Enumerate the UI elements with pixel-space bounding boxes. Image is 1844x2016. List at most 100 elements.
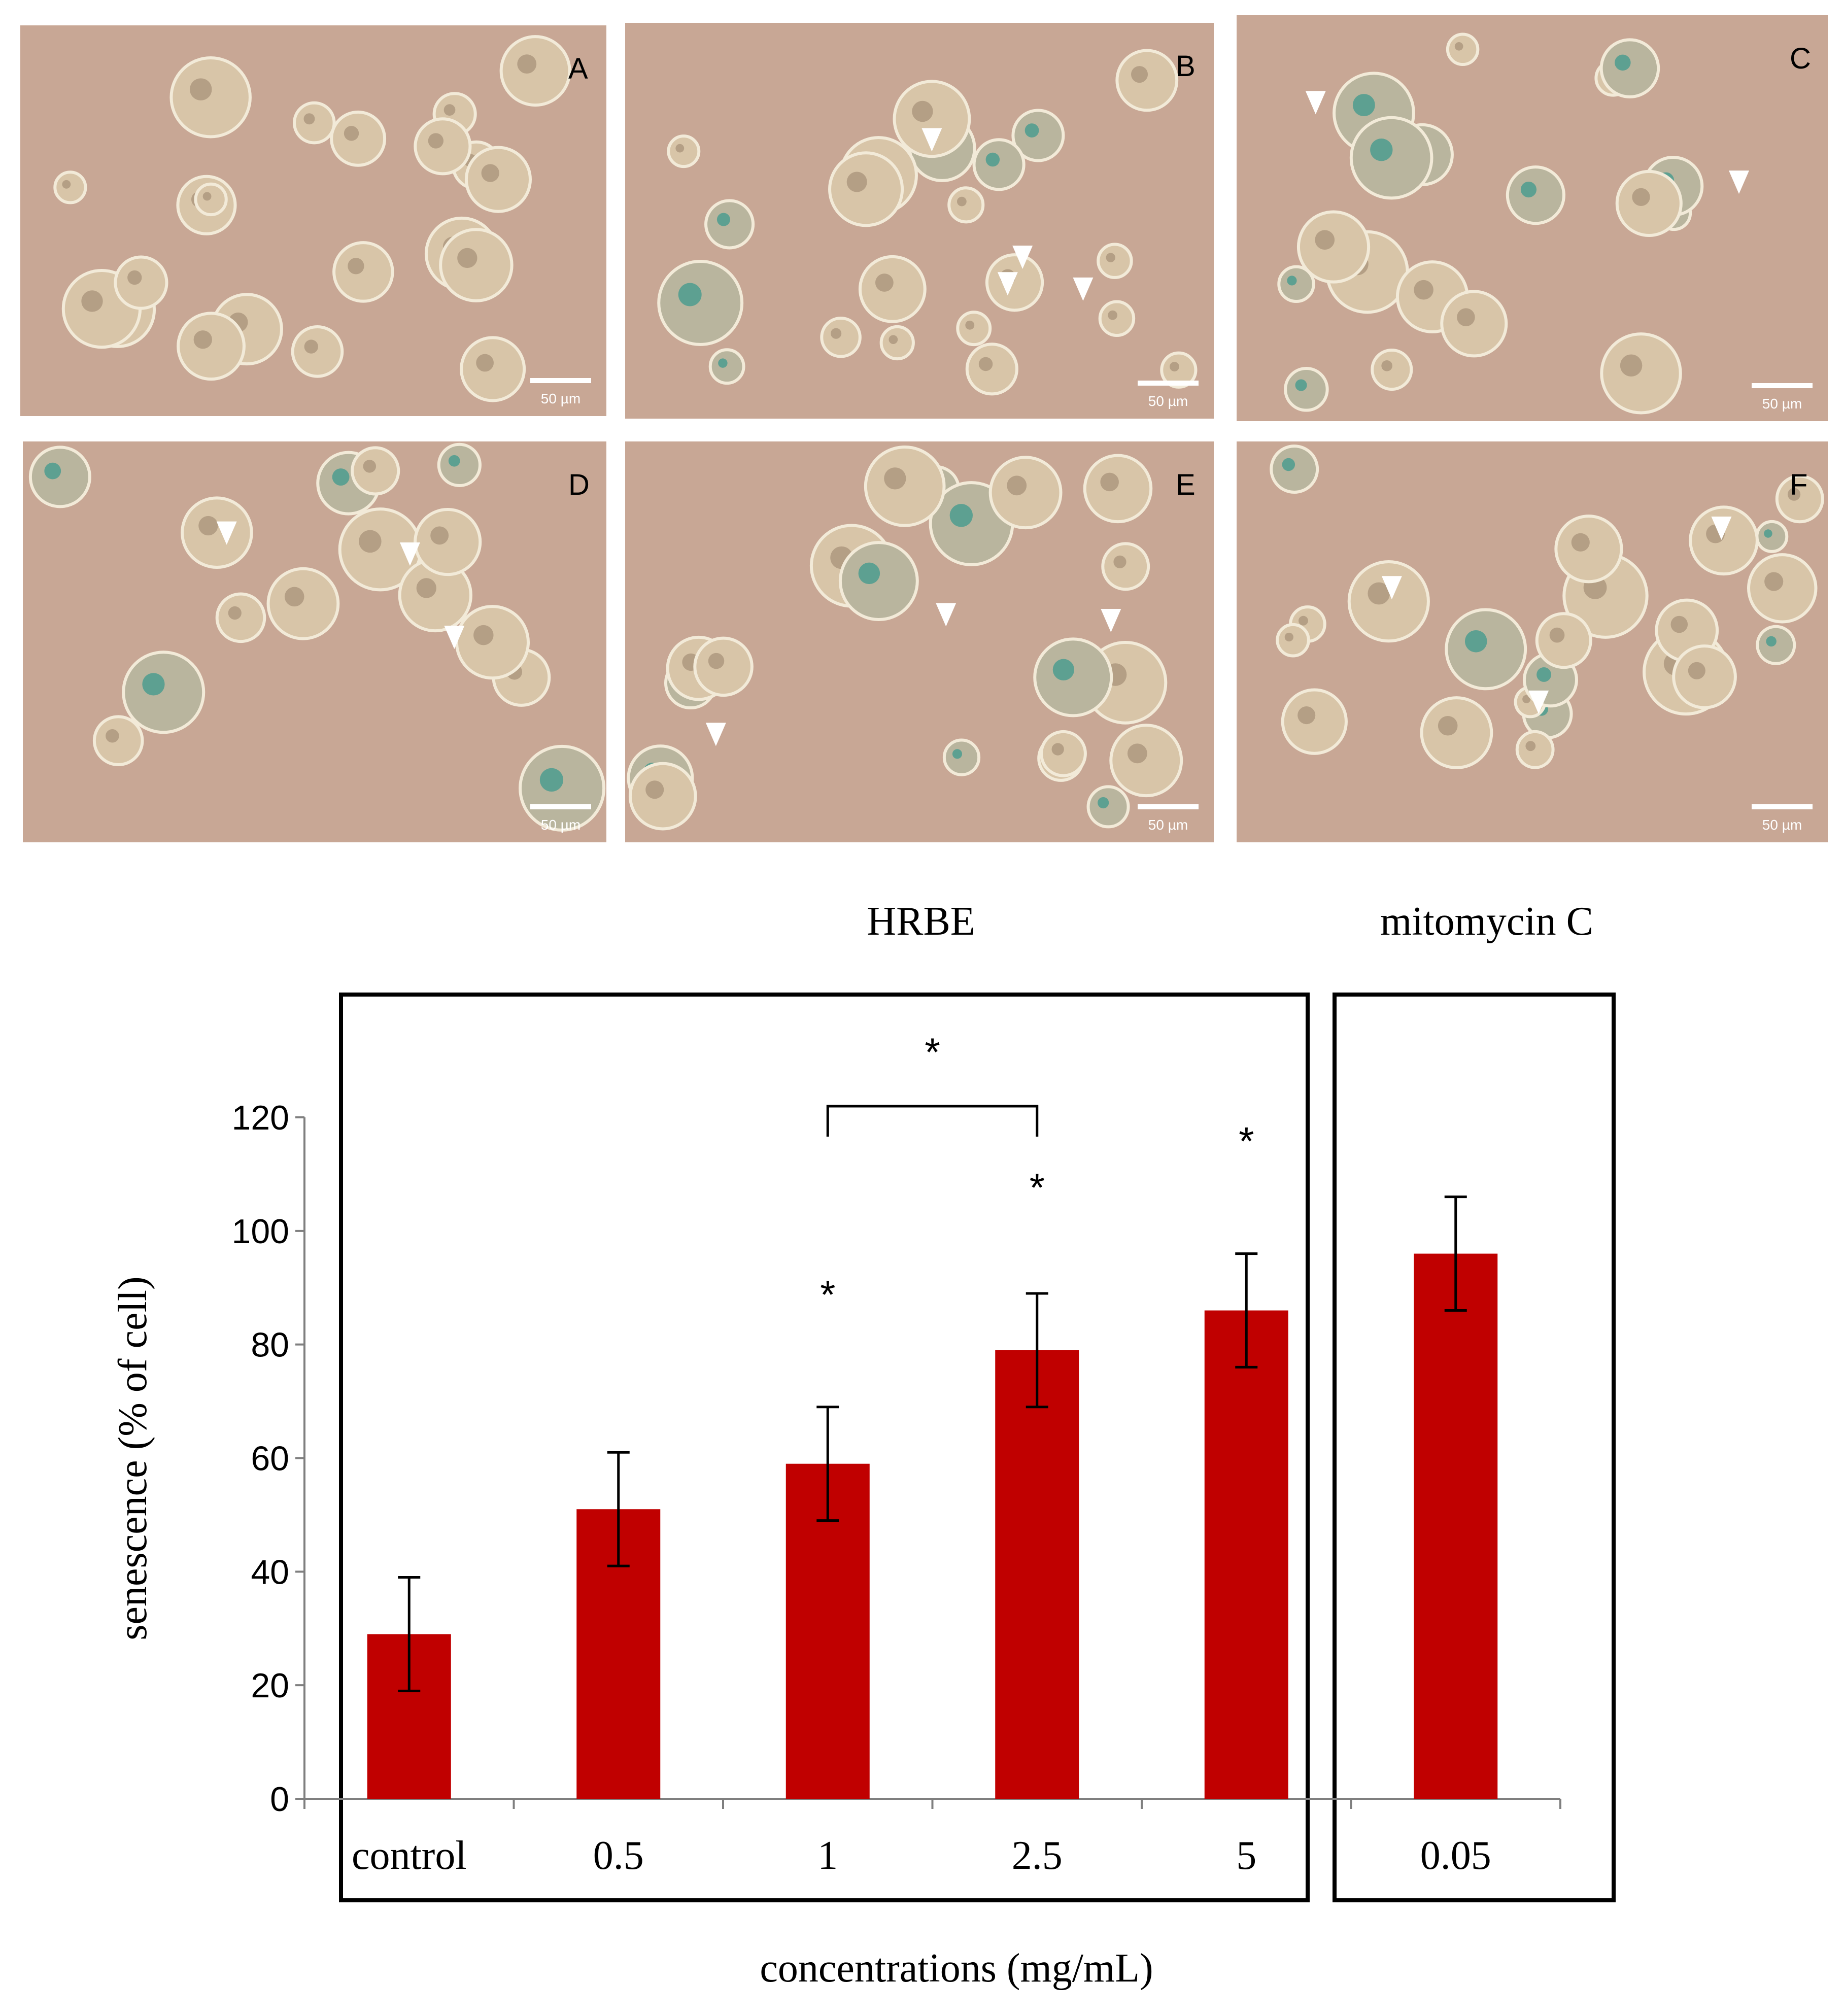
cell-nucleus bbox=[202, 192, 212, 201]
cell bbox=[293, 101, 336, 145]
cell-nucleus bbox=[106, 729, 119, 743]
cell-nucleus bbox=[481, 164, 499, 182]
cell-nucleus bbox=[127, 270, 142, 285]
cell-nucleus bbox=[1298, 616, 1308, 626]
arrowhead-marker bbox=[921, 128, 942, 152]
scale-bar bbox=[1752, 804, 1813, 809]
panel-letter: D bbox=[568, 468, 590, 501]
cell-nucleus bbox=[1688, 662, 1705, 679]
cell bbox=[332, 241, 394, 303]
x-tick-label: 0.05 bbox=[1420, 1833, 1491, 1878]
cell bbox=[181, 496, 253, 569]
cell-nucleus bbox=[1536, 667, 1551, 682]
arrowhead-marker bbox=[444, 626, 465, 650]
cell bbox=[708, 348, 745, 385]
cell-nucleus bbox=[1381, 360, 1392, 371]
x-tick-label: control bbox=[352, 1833, 467, 1878]
cell bbox=[1689, 505, 1759, 576]
cell-nucleus bbox=[1287, 276, 1297, 286]
cell bbox=[628, 762, 697, 831]
cell-nucleus bbox=[1025, 123, 1039, 138]
panel-b: B 50 µm bbox=[625, 23, 1214, 419]
cell bbox=[667, 134, 701, 168]
cell bbox=[194, 182, 228, 217]
significance-bracket bbox=[826, 1105, 1039, 1137]
cell bbox=[1755, 520, 1789, 553]
scale-bar-label: 50 µm bbox=[1148, 393, 1188, 409]
hrbe-group-box bbox=[339, 993, 1310, 1902]
cell-nucleus bbox=[228, 606, 242, 620]
cell-nucleus bbox=[363, 460, 377, 473]
cell bbox=[1098, 300, 1136, 337]
cell bbox=[414, 117, 472, 176]
cell bbox=[1554, 515, 1623, 584]
significance-star: * bbox=[1030, 1165, 1045, 1210]
cell-nucleus bbox=[303, 113, 315, 125]
cell-nucleus bbox=[912, 100, 933, 122]
cell bbox=[864, 445, 946, 527]
bar bbox=[995, 1350, 1079, 1799]
arrowhead-marker bbox=[705, 723, 726, 746]
cell-nucleus bbox=[193, 330, 212, 349]
cell bbox=[460, 336, 526, 402]
bar bbox=[1414, 1253, 1498, 1799]
cell bbox=[1109, 724, 1183, 798]
cell-nucleus bbox=[949, 504, 973, 527]
cell-nucleus bbox=[1522, 695, 1531, 703]
cell-nucleus bbox=[1549, 627, 1565, 643]
cell bbox=[693, 636, 754, 697]
scale-bar bbox=[1138, 381, 1199, 386]
cell-nucleus bbox=[1131, 66, 1148, 83]
bracket-star: * bbox=[925, 1030, 940, 1074]
x-tick-label: 1 bbox=[817, 1833, 838, 1878]
scale-bar bbox=[1138, 804, 1199, 809]
cell-nucleus bbox=[1007, 475, 1027, 496]
cell bbox=[1515, 730, 1555, 769]
cell-nucleus bbox=[62, 180, 71, 189]
y-tick-label: 20 bbox=[251, 1666, 289, 1705]
cell bbox=[266, 567, 340, 640]
cell-nucleus bbox=[1615, 54, 1631, 71]
cell bbox=[122, 651, 206, 734]
cell bbox=[464, 146, 532, 213]
cell bbox=[455, 605, 530, 680]
mitomycin-group-label: mitomycin C bbox=[1380, 899, 1593, 944]
cell bbox=[1672, 644, 1737, 709]
cell-nucleus bbox=[957, 196, 967, 207]
cell bbox=[437, 442, 482, 487]
scale-bar-label: 50 µm bbox=[1148, 817, 1188, 833]
cell bbox=[942, 738, 981, 776]
cell-nucleus bbox=[1127, 743, 1147, 764]
cell-nucleus bbox=[457, 248, 477, 268]
cell-nucleus bbox=[1764, 529, 1772, 538]
y-tick-label: 40 bbox=[251, 1553, 289, 1591]
cell bbox=[985, 253, 1044, 312]
cell bbox=[1281, 688, 1348, 755]
cell-nucleus bbox=[708, 653, 725, 669]
cell bbox=[838, 541, 919, 622]
cell bbox=[439, 228, 514, 302]
cell-nucleus bbox=[1282, 458, 1295, 471]
cell-nucleus bbox=[1368, 582, 1390, 605]
cell bbox=[1615, 169, 1683, 237]
x-tick-label: 0.5 bbox=[593, 1833, 644, 1878]
panel-letter: C bbox=[1790, 42, 1811, 75]
cell-nucleus bbox=[476, 354, 494, 372]
cell bbox=[704, 199, 755, 250]
cell bbox=[947, 186, 985, 224]
cell bbox=[291, 325, 344, 378]
cell-nucleus bbox=[1284, 632, 1293, 642]
cell-nucleus bbox=[978, 357, 993, 371]
scale-bar bbox=[1752, 383, 1813, 388]
significance-star: * bbox=[1239, 1119, 1254, 1164]
panel-letter: F bbox=[1790, 468, 1807, 501]
x-axis-title: concentrations (mg/mL) bbox=[760, 1946, 1153, 1991]
cell-nucleus bbox=[1766, 636, 1777, 647]
arrowhead-marker bbox=[1729, 170, 1750, 194]
cell bbox=[414, 508, 482, 576]
cell bbox=[879, 325, 915, 361]
y-tick-label: 100 bbox=[232, 1212, 289, 1251]
cell bbox=[177, 312, 246, 381]
cell-nucleus bbox=[1108, 310, 1117, 320]
cell-nucleus bbox=[198, 516, 218, 536]
